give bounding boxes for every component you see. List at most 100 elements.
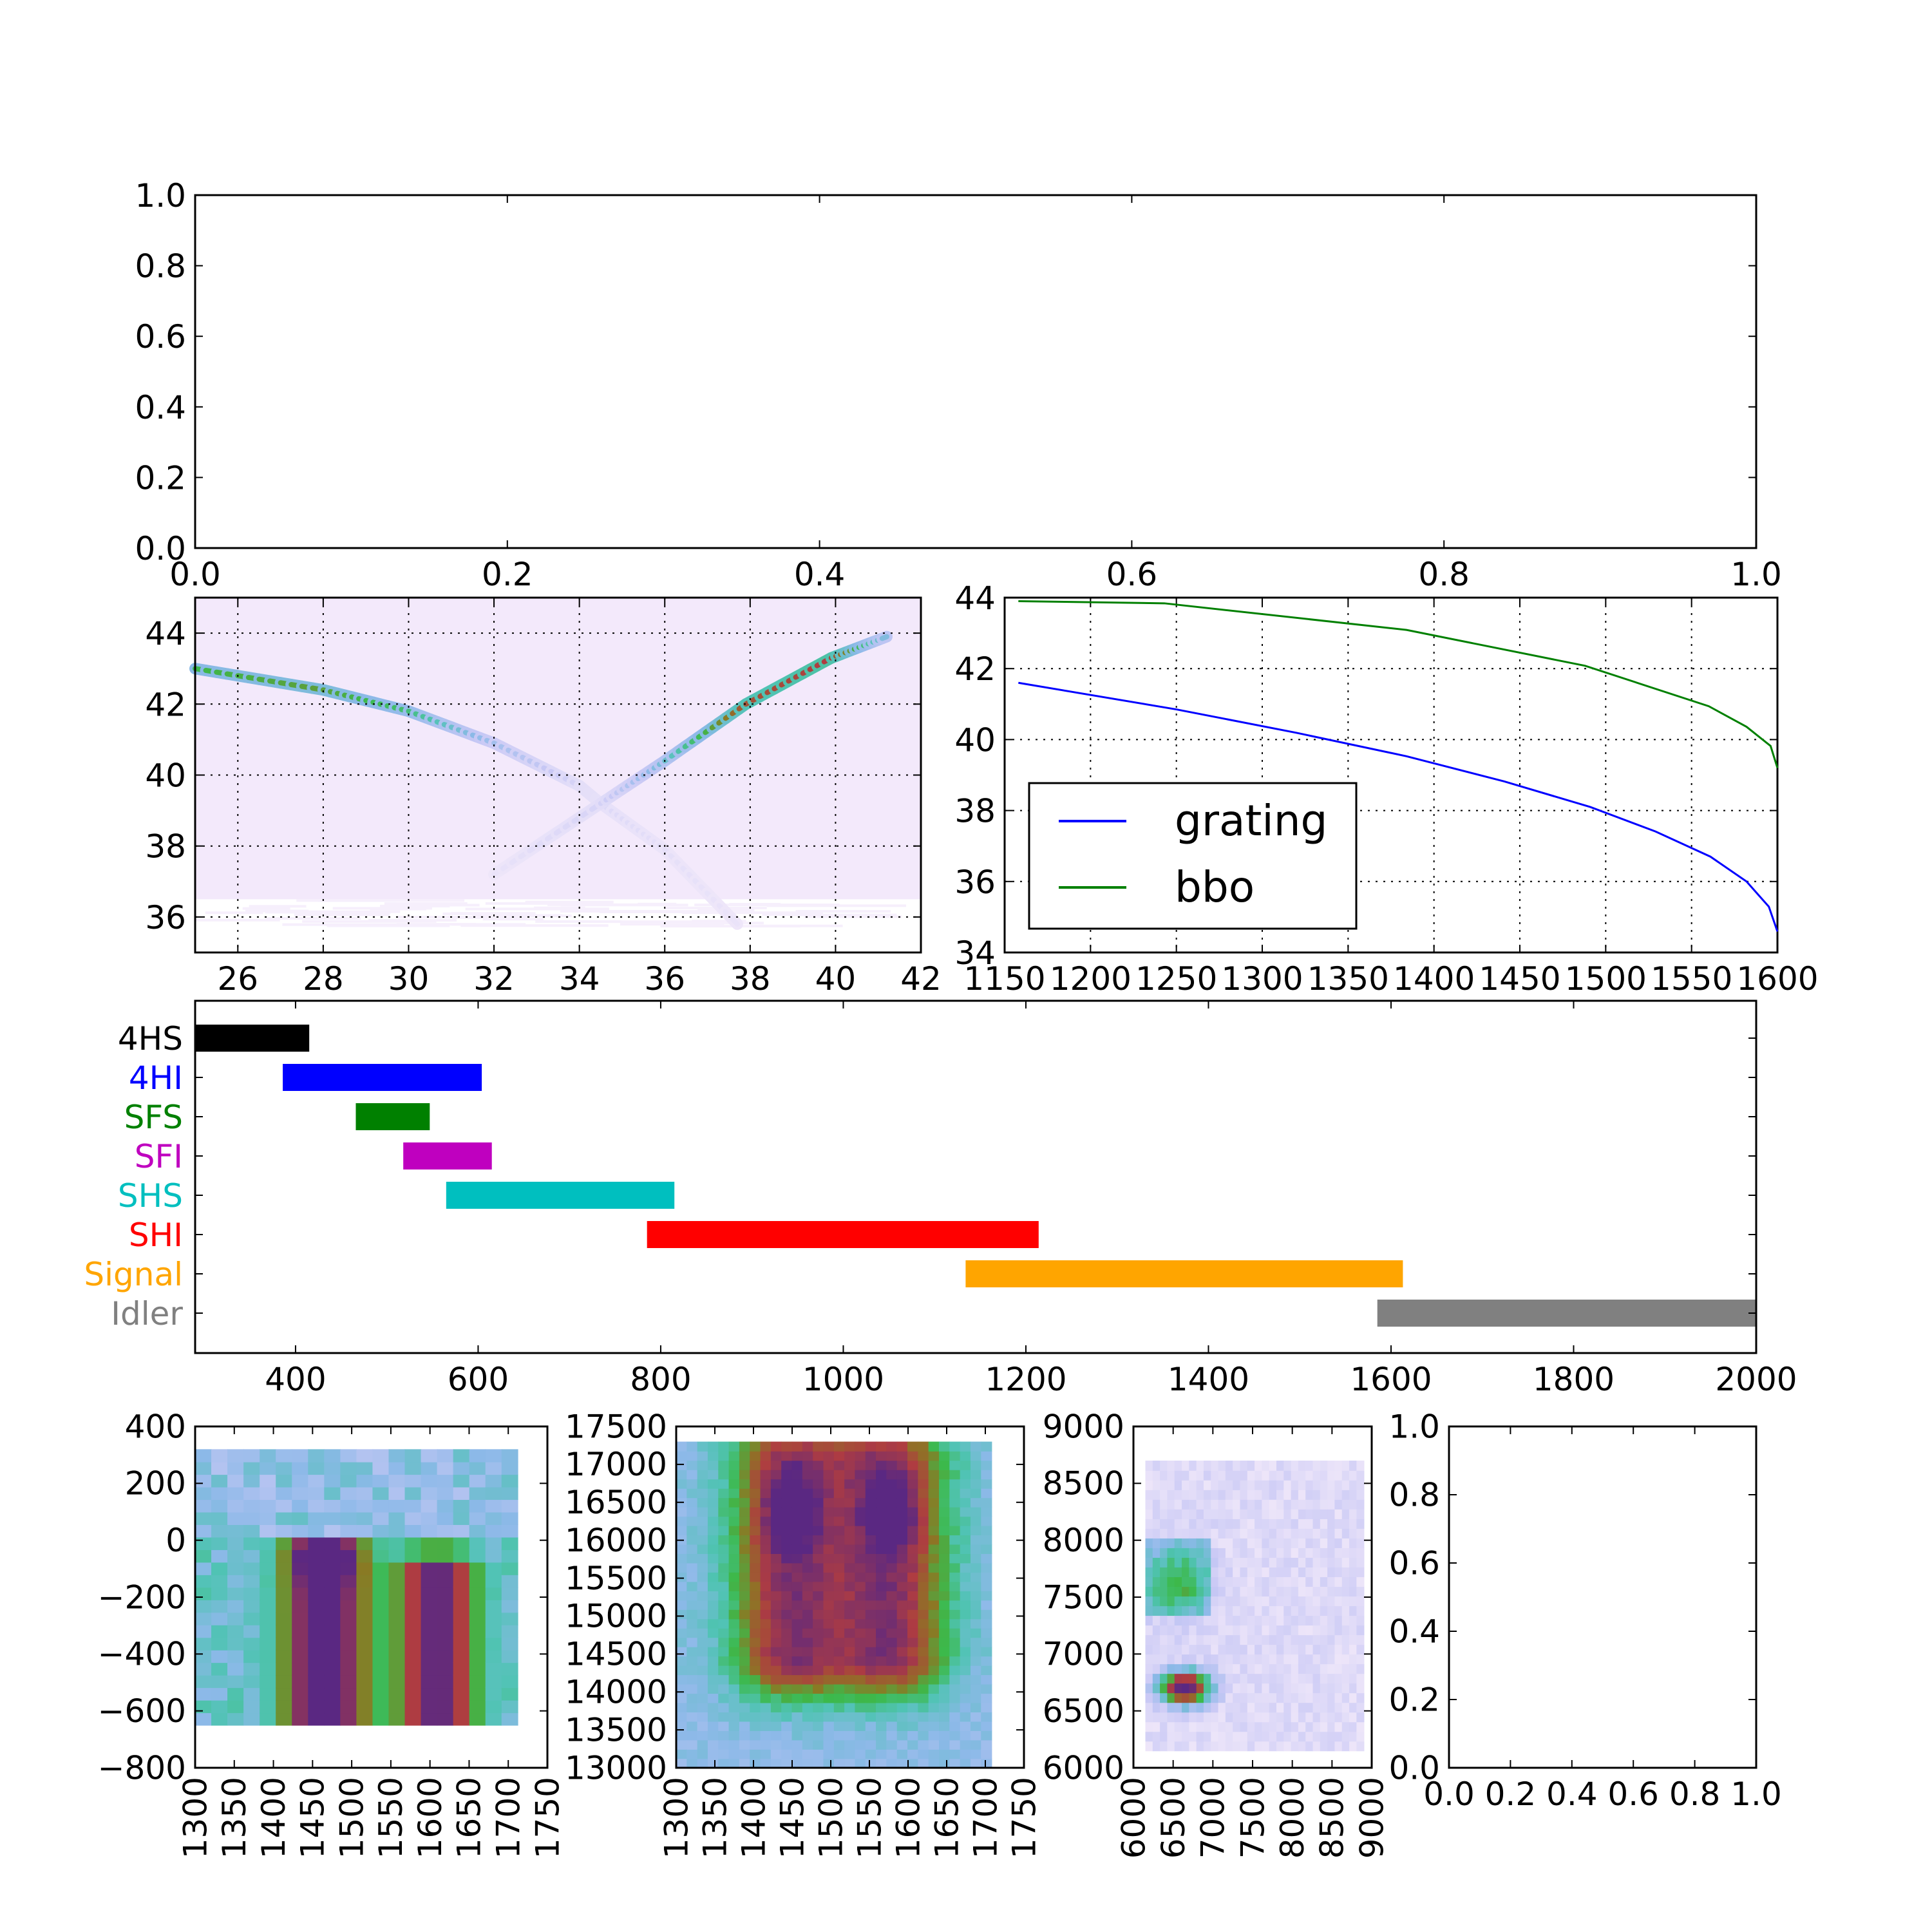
heatmap-cell [823,1637,835,1647]
heatmap-cell [876,1525,887,1536]
heatmap-cell [1349,1683,1358,1694]
heatmap-cell [372,1449,390,1463]
heatmap-cell [1276,1567,1285,1577]
heatmap-cell [276,1461,293,1475]
heatmap-cell [1211,1625,1219,1636]
heatmap-cell [970,1656,982,1666]
heatmap-cell [1269,1480,1277,1490]
heatmap-cell [707,1600,719,1610]
heatmap-cell [1312,1499,1321,1510]
heatmap-cell [1218,1702,1226,1713]
heatmap-cell [981,1516,992,1526]
heatmap-cell [1145,1654,1153,1665]
heatmap-cell [372,1524,390,1538]
heatmap-cell [676,1712,688,1722]
heatmap-cell [781,1730,793,1741]
heatmap-cell [855,1591,866,1601]
heatmap-cell [928,1581,940,1591]
heatmap-cell [813,1627,824,1638]
heatmap-cell [1160,1731,1168,1742]
heatmap-cell [865,1646,876,1657]
heatmap-cell [1182,1586,1190,1597]
heatmap-cell [907,1609,919,1620]
heatmap-cell [276,1612,293,1625]
heatmap-cell [485,1587,502,1600]
heatmap-cell [1327,1470,1336,1481]
heatmap-cell [802,1609,813,1620]
y-tick-label: 42 [954,650,996,688]
heatmap-cell [855,1535,866,1545]
heatmap-cell [437,1549,454,1563]
subplot-spectrum-2: 1300 1350 1400 1450 1500 1550 1600 1650 1700 1750… [565,1408,1043,1859]
heatmap-cell [1247,1480,1255,1490]
heatmap-cell [1225,1470,1233,1481]
heatmap-cell [844,1637,856,1647]
heatmap-cell [1349,1490,1358,1500]
heatmap-cell [1160,1654,1168,1665]
heatmap-cell [1298,1499,1307,1510]
heatmap-cell [404,1612,422,1625]
heatmap-cell [1312,1634,1321,1645]
heatmap-cell [292,1712,309,1726]
heatmap-cell [1152,1721,1160,1732]
heatmap-cell [833,1497,845,1508]
heatmap-cell [388,1587,406,1600]
heatmap-cell [421,1674,438,1689]
heatmap-cell [437,1712,454,1726]
heatmap-cell [1356,1470,1365,1481]
heatmap-cell [1298,1557,1307,1567]
heatmap-cell [728,1460,740,1470]
heatmap-cell [1305,1731,1314,1742]
heatmap-cell [372,1549,390,1563]
heatmap-cell [1262,1644,1270,1655]
heatmap-cell [1145,1634,1153,1645]
heatmap-cell [1327,1461,1336,1471]
heatmap-cell [1203,1499,1212,1510]
heatmap-cell [876,1656,887,1666]
heatmap-cell [195,1700,212,1714]
heatmap-cell [981,1758,992,1768]
heatmap-cell [1203,1538,1212,1548]
heatmap-cell [469,1486,486,1501]
heatmap-cell [1283,1683,1292,1694]
heatmap-cell [697,1758,708,1768]
heatmap-cell [356,1524,374,1538]
heatmap-cell [1240,1519,1248,1529]
heatmap-cell [1291,1528,1299,1539]
heatmap-cell [308,1549,325,1563]
heatmap-cell [1240,1721,1248,1732]
heatmap-cell [833,1721,845,1731]
subplot-top-empty: 0.0 0.2 0.4 0.6 0.8 1.00.00.20.40.60.81.0 [135,177,1781,593]
heatmap-cell [928,1544,940,1554]
heatmap-cell [1182,1712,1190,1723]
heatmap-cell [340,1511,357,1525]
heatmap-cell [1298,1605,1307,1616]
heatmap-cell [324,1499,341,1513]
heatmap-cell [421,1511,438,1525]
heatmap-cell [1174,1692,1182,1703]
heatmap-cell [1349,1519,1358,1529]
heatmap-cell [760,1479,772,1489]
heatmap-cell [833,1469,845,1480]
heatmap-cell [1334,1499,1343,1510]
heatmap-cell [421,1712,438,1726]
heatmap-cell [833,1460,845,1470]
heatmap-cell [750,1730,761,1741]
heatmap-cell [1276,1461,1285,1471]
heatmap-cell [1160,1596,1168,1607]
axes-frame [1448,1425,1757,1769]
heatmap-cell [770,1469,782,1480]
x-tick-label: 0.2 [482,556,533,593]
heatmap-noise [525,900,614,904]
heatmap-cell [907,1665,919,1676]
heatmap-cell [1312,1480,1321,1490]
heatmap-cell [1341,1731,1350,1742]
heatmap-cell [1356,1577,1365,1587]
heatmap-cell [886,1581,898,1591]
heatmap-cell [981,1674,992,1685]
heatmap-cell [453,1499,470,1513]
heatmap-cell [1320,1615,1328,1626]
heatmap-cell [939,1646,951,1657]
heatmap-cell [844,1479,856,1489]
heatmap-cell [1341,1634,1350,1645]
